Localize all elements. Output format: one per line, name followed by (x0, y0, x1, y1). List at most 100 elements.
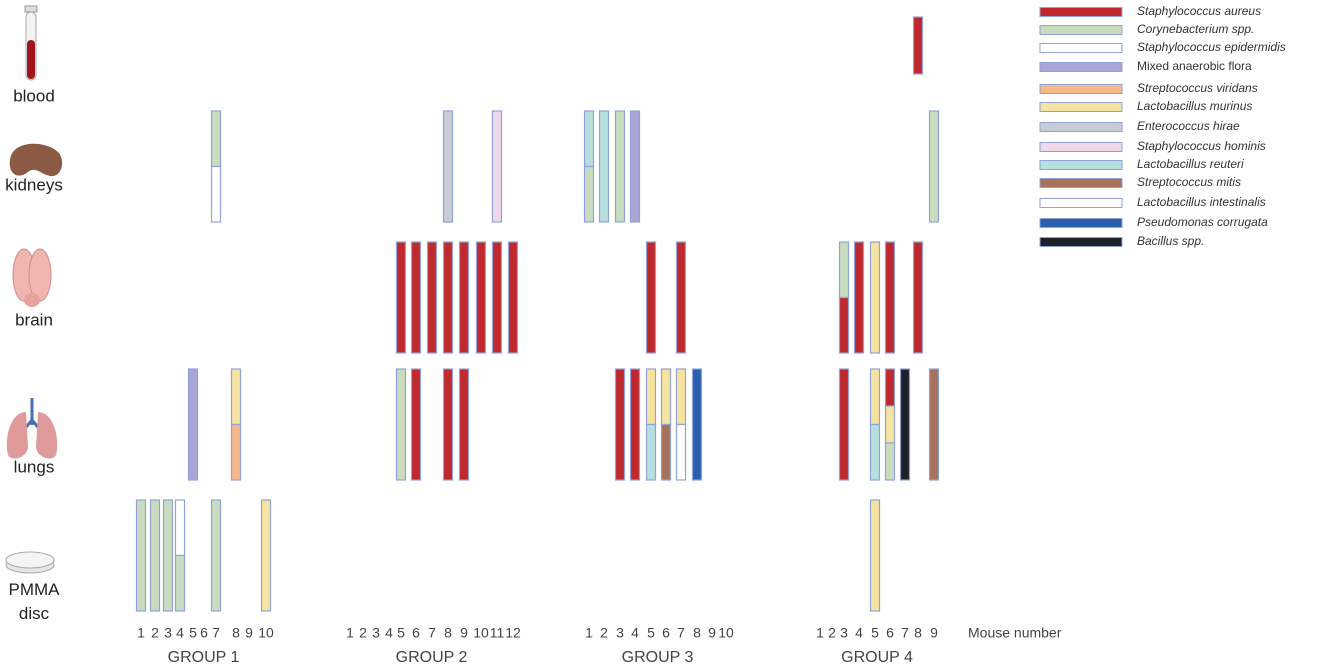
culture-segment (899, 368, 911, 481)
mouse-number: 9 (245, 625, 253, 641)
mouse-number: 5 (397, 625, 405, 641)
culture-segment (645, 368, 657, 426)
culture-segment (884, 368, 896, 407)
culture-segment (410, 241, 422, 354)
culture-segment (869, 423, 881, 481)
culture-segment (395, 241, 407, 354)
legend-label: Pseudomonas corrugata (1137, 215, 1268, 229)
culture-segment (174, 499, 186, 557)
culture-segment (442, 368, 454, 481)
legend-swatch (1039, 62, 1123, 72)
culture-segment (675, 423, 687, 481)
culture-segment (187, 368, 199, 481)
mouse-number: 9 (708, 625, 716, 641)
mouse-number: 7 (428, 625, 436, 641)
legend-label: Staphylococcus hominis (1137, 139, 1266, 153)
kidney-icon (9, 143, 63, 177)
mouse-number: 8 (444, 625, 452, 641)
mouse-number: 7 (677, 625, 685, 641)
culture-segment (884, 442, 896, 481)
culture-segment (210, 499, 222, 612)
mouse-number: 5 (871, 625, 879, 641)
culture-segment (395, 368, 407, 481)
mouse-number: 5 (647, 625, 655, 641)
mouse-number: 4 (855, 625, 863, 641)
mouse-number: 8 (232, 625, 240, 641)
culture-segment (135, 499, 147, 612)
culture-segment (645, 241, 657, 354)
mouse-number: 10 (258, 625, 274, 641)
organ-label: kidneys (5, 175, 63, 194)
mouse-number: 10 (718, 625, 734, 641)
legend-label: Corynebacterium spp. (1137, 22, 1254, 36)
group-label: GROUP 4 (841, 649, 913, 666)
mouse-number: 2 (600, 625, 608, 641)
culture-segment (853, 241, 865, 354)
legend-label: Streptococcus viridans (1137, 81, 1258, 95)
culture-segment (442, 241, 454, 354)
legend-swatch (1039, 122, 1123, 132)
legend-swatch (1039, 43, 1123, 53)
culture-segment (598, 110, 610, 223)
legend-swatch (1039, 102, 1123, 112)
culture-segment (230, 368, 242, 426)
culture-segment (491, 110, 503, 223)
culture-segment (149, 499, 161, 612)
culture-segment (426, 241, 438, 354)
mouse-number: 6 (662, 625, 670, 641)
mouse-number: 4 (631, 625, 639, 641)
mouse-number: 6 (200, 625, 208, 641)
legend-swatch (1039, 84, 1123, 94)
culture-segment (838, 368, 850, 481)
culture-segment (162, 499, 174, 612)
mouse-number: 4 (176, 625, 184, 641)
axis-label: Mouse number (968, 625, 1062, 641)
culture-segment (442, 110, 454, 223)
mouse-number: 10 (473, 625, 489, 641)
brain-icon (12, 248, 52, 307)
culture-segment (507, 241, 519, 354)
disc-icon (5, 551, 55, 574)
culture-segment (475, 241, 487, 354)
group-label: GROUP 2 (396, 649, 468, 666)
culture-segment (912, 16, 924, 75)
culture-segment (410, 368, 422, 481)
organ-label: lungs (14, 457, 55, 476)
organ-label-box: PMMA disc (8, 580, 60, 623)
mouse-number: 7 (212, 625, 220, 641)
group-label: GROUP 1 (168, 649, 240, 666)
culture-segment (458, 241, 470, 354)
culture-segment (928, 368, 940, 481)
culture-segment (614, 110, 626, 223)
culture-segment (210, 110, 222, 168)
culture-segment (583, 165, 595, 223)
legend-label: Lactobacillus murinus (1137, 99, 1252, 113)
mouse-number: 6 (412, 625, 420, 641)
mouse-number: 1 (137, 625, 145, 641)
culture-segment (912, 241, 924, 354)
legend-label: Staphylococcus aureus (1137, 4, 1261, 18)
culture-segment (869, 499, 881, 612)
legend-swatch (1039, 25, 1123, 35)
culture-segment (675, 241, 687, 354)
culture-segment (869, 368, 881, 426)
legend-swatch (1039, 237, 1123, 247)
mouse-number: 12 (505, 625, 521, 641)
culture-segment (583, 110, 595, 168)
mouse-number: 11 (490, 625, 505, 641)
mouse-number: 1 (346, 625, 354, 641)
group-label: GROUP 3 (622, 649, 694, 666)
organ-label: PMMA disc (8, 580, 60, 623)
culture-segment (660, 423, 672, 481)
mouse-number: 7 (901, 625, 909, 641)
culture-segment (838, 296, 850, 354)
legend-label: Staphylococcus epidermidis (1137, 40, 1286, 54)
legend-label: Mixed anaerobic flora (1137, 59, 1252, 73)
blood-icon (24, 5, 38, 81)
mouse-number: 9 (930, 625, 938, 641)
mouse-number: 3 (616, 625, 624, 641)
culture-segment (838, 241, 850, 299)
culture-segment (884, 241, 896, 354)
mouse-number: 1 (816, 625, 824, 641)
